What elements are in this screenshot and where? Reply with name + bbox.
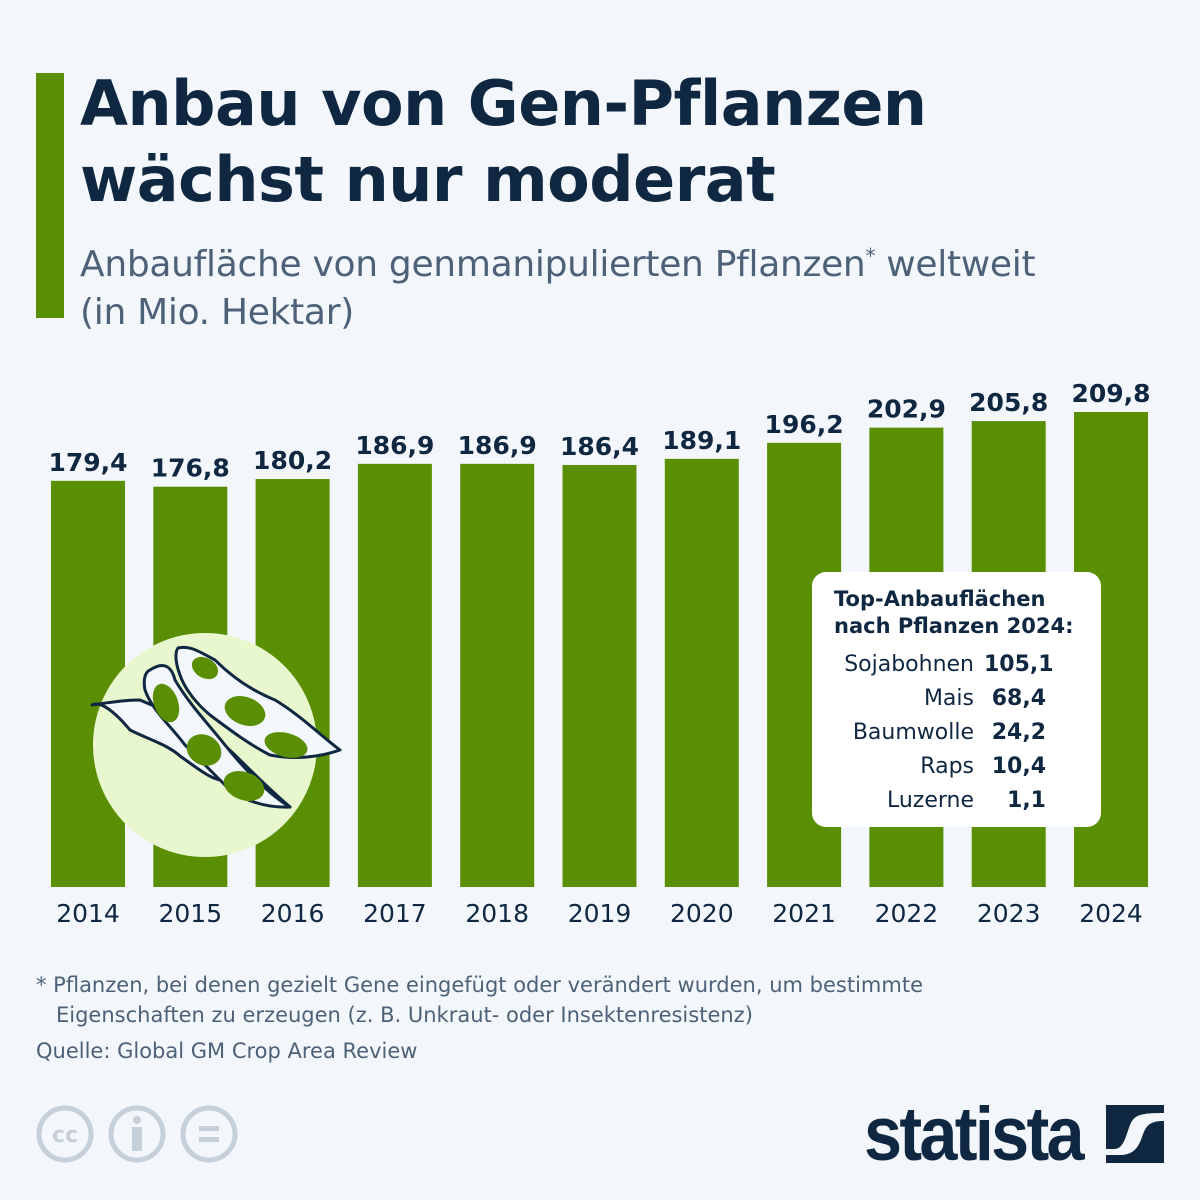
x-tick-label: 2020: [670, 899, 734, 928]
data-label: 186,9: [458, 431, 537, 460]
crop-value: 1,1: [1007, 788, 1046, 813]
chart-subtitle: Anbaufläche von genmanipulierten Pflanze…: [80, 244, 1036, 333]
x-tick-label: 2023: [977, 899, 1041, 928]
inset-row: Baumwolle 24,2: [834, 716, 1101, 750]
bar-2020: [664, 458, 739, 887]
data-label: 186,4: [560, 432, 639, 461]
x-tick-label: 2014: [56, 899, 120, 928]
chart-title: Anbau von Gen-Pflanzen wächst nur moderat: [80, 67, 927, 216]
no-derivatives-icon[interactable]: [180, 1105, 238, 1163]
data-label: 209,8: [1071, 379, 1150, 408]
crop-name: Sojabohnen: [844, 652, 974, 677]
crop-name: Luzerne: [886, 788, 974, 813]
soybean-illustration: [90, 633, 342, 857]
top-crops-inset: Top-Anbauflächen nach Pflanzen 2024: Soja…: [812, 572, 1101, 827]
data-label: 196,2: [765, 410, 844, 439]
data-label: 176,8: [151, 454, 230, 483]
x-tick-label: 2024: [1079, 899, 1143, 928]
bar-2019: [562, 464, 637, 887]
footnote: * Pflanzen, bei denen gezielt Gene einge…: [36, 973, 923, 1027]
inset-row: Mais 68,4: [834, 682, 1101, 716]
data-label: 186,9: [355, 431, 434, 460]
x-tick-label: 2016: [261, 899, 325, 928]
crop-value: 10,4: [991, 754, 1046, 779]
data-label: 189,1: [662, 426, 741, 455]
crop-name: Mais: [923, 686, 974, 711]
data-label: 180,2: [253, 446, 332, 475]
x-tick-label: 2021: [772, 899, 836, 928]
x-tick-label: 2018: [465, 899, 529, 928]
crop-value: 105,1: [984, 652, 1054, 677]
inset-title: Top-Anbauflächen nach Pflanzen 2024:: [834, 587, 1074, 638]
crop-name: Baumwolle: [852, 720, 974, 745]
statista-logo-text: statista: [864, 1092, 1085, 1177]
data-label: 202,9: [867, 395, 946, 424]
x-tick-label: 2017: [363, 899, 427, 928]
attribution-icon[interactable]: [108, 1105, 166, 1163]
x-tick-label: 2019: [568, 899, 632, 928]
data-label: 205,8: [969, 388, 1048, 417]
source: Quelle: Global GM Crop Area Review: [36, 1039, 418, 1063]
inset-row: Sojabohnen 105,1: [834, 648, 1101, 682]
x-tick-label: 2022: [875, 899, 939, 928]
data-label: 179,4: [48, 448, 127, 477]
crop-value: 24,2: [991, 720, 1046, 745]
statista-logo-icon: [1106, 1105, 1164, 1163]
title-accent-bar: [36, 73, 64, 318]
svg-text:cc: cc: [52, 1123, 78, 1148]
inset-row: Raps 10,4: [834, 750, 1101, 784]
crop-value: 68,4: [991, 686, 1046, 711]
crop-name: Raps: [920, 754, 974, 779]
cc-icon[interactable]: cc: [36, 1105, 94, 1163]
x-tick-label: 2015: [158, 899, 222, 928]
bar-2018: [460, 463, 535, 887]
bar-2017: [357, 463, 432, 887]
inset-row: Luzerne 1,1: [834, 784, 1101, 818]
